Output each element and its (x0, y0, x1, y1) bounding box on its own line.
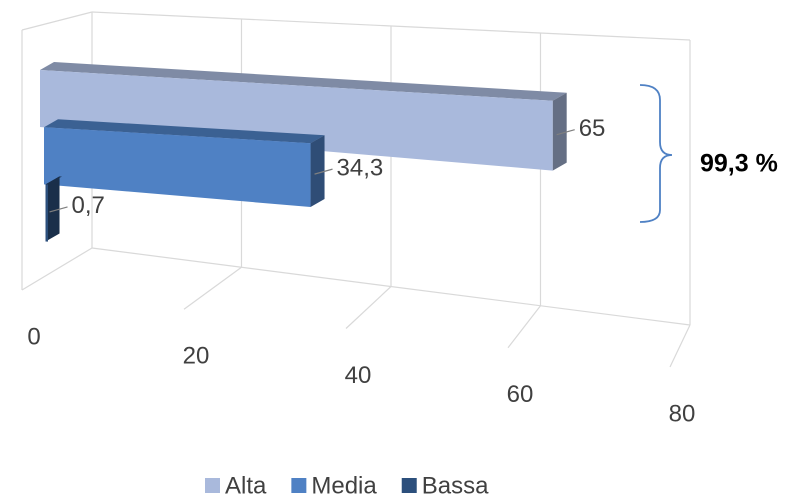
bar-front (45, 184, 48, 242)
legend-label: Alta (225, 472, 267, 498)
floor-grid-line (345, 286, 392, 329)
bar-front (40, 70, 553, 171)
legend-label: Bassa (422, 472, 489, 498)
value-label: 65 (579, 115, 606, 142)
floor-grid-line (669, 324, 691, 368)
leader-line (49, 206, 68, 213)
annotation: 99,3 % (700, 150, 778, 178)
bar-top (40, 62, 567, 101)
bar-side (45, 176, 60, 242)
legend-label: Media (311, 472, 377, 498)
leader-line (556, 129, 575, 136)
x-tick-label: 20 (183, 343, 210, 370)
bar-side (310, 135, 325, 207)
x-tick-label: 80 (669, 400, 696, 427)
bar (45, 176, 62, 242)
floor-grid-line (507, 305, 541, 349)
bar-top (44, 119, 325, 144)
legend-swatch (205, 478, 220, 493)
leader-line (314, 168, 333, 175)
side-wall-edge (21, 11, 93, 31)
value-label: 0,7 (72, 192, 105, 219)
x-tick-label: 0 (27, 323, 40, 350)
bar-front (44, 127, 311, 207)
legend-swatch (401, 478, 417, 493)
bar (44, 119, 325, 207)
floor-grid-line (21, 247, 93, 291)
bar (40, 62, 567, 171)
x-tick-label: 40 (345, 362, 372, 389)
legend-swatch (291, 478, 307, 493)
floor-grid-line (183, 266, 242, 310)
bar-side (552, 92, 567, 171)
value-label: 34,3 (337, 154, 384, 181)
brace (639, 84, 673, 223)
x-tick-label: 60 (507, 381, 534, 408)
